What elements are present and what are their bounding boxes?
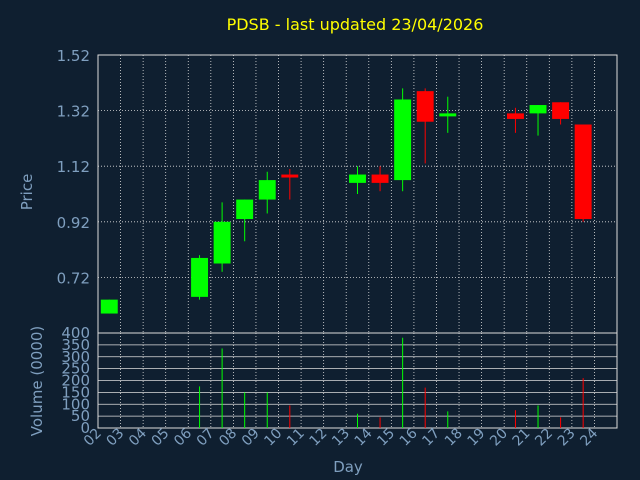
volume-tick-label: 100 [61, 395, 90, 413]
x-tick-label: 08 [216, 426, 240, 450]
x-tick-label: 23 [555, 426, 579, 450]
candle-body [439, 113, 457, 117]
volume-tick-label: 300 [61, 348, 90, 366]
x-tick-label: 17 [419, 426, 443, 450]
x-tick-label: 10 [261, 426, 285, 450]
candle-body [552, 102, 570, 119]
x-tick-label: 12 [307, 426, 331, 450]
price-panel: 1.52 1.32 1.12 0.92 0.72 [57, 47, 618, 334]
volume-tick-label: 200 [61, 372, 90, 390]
chart-title: PDSB - last updated 23/04/2026 [227, 15, 484, 34]
volume-axis-label: Volume (0000) [28, 326, 46, 436]
x-tick-label: 15 [374, 426, 398, 450]
x-tick-labels: 0203040506070809101112131415161718192021… [81, 425, 601, 449]
x-tick-label: 14 [352, 425, 376, 449]
candles-group [100, 88, 592, 314]
candle-body [416, 91, 434, 122]
price-axis-label: Price [18, 174, 36, 211]
x-tick-label: 07 [194, 426, 218, 450]
x-tick-label: 11 [284, 426, 308, 450]
volume-tick-label: 250 [61, 360, 90, 378]
volume-tick-label: 350 [61, 336, 90, 354]
candle-body [281, 174, 299, 178]
candle-body [213, 221, 231, 264]
x-tick-label: 16 [397, 425, 421, 449]
x-tick-label: 24 [577, 425, 601, 449]
x-tick-label: 19 [465, 426, 489, 450]
x-tick-label: 04 [126, 425, 150, 449]
x-tick-label: 03 [103, 426, 127, 450]
x-axis-label: Day [333, 458, 363, 476]
price-tick-label: 0.92 [57, 214, 90, 232]
x-tick-label: 09 [239, 426, 263, 450]
x-tick-label: 20 [487, 426, 511, 450]
price-tick-label: 1.32 [57, 103, 90, 121]
candle-body [529, 105, 547, 114]
candle-body [100, 299, 118, 314]
x-tick-label: 05 [149, 426, 173, 450]
candle-body [349, 174, 366, 183]
candle-body [394, 99, 412, 181]
candle-body [191, 257, 209, 297]
x-tick-label: 22 [532, 426, 556, 450]
candle-body [236, 199, 254, 220]
volume-tick-label: 50 [71, 407, 90, 425]
volume-tick-label: 0 [80, 419, 90, 437]
price-tick-label: 1.12 [57, 158, 90, 176]
candle-body [574, 124, 592, 220]
x-tick-label: 21 [510, 426, 534, 450]
volume-tick-label: 150 [61, 383, 90, 401]
candle-body [258, 180, 276, 200]
candle-body [506, 113, 524, 119]
candle-body [371, 174, 389, 183]
x-tick-label: 13 [329, 426, 353, 450]
x-tick-label: 06 [171, 425, 195, 449]
volume-tick-label: 400 [61, 324, 90, 342]
x-tick-label: 18 [442, 426, 466, 450]
price-tick-label: 0.72 [57, 269, 90, 287]
price-tick-label: 1.52 [57, 47, 90, 65]
